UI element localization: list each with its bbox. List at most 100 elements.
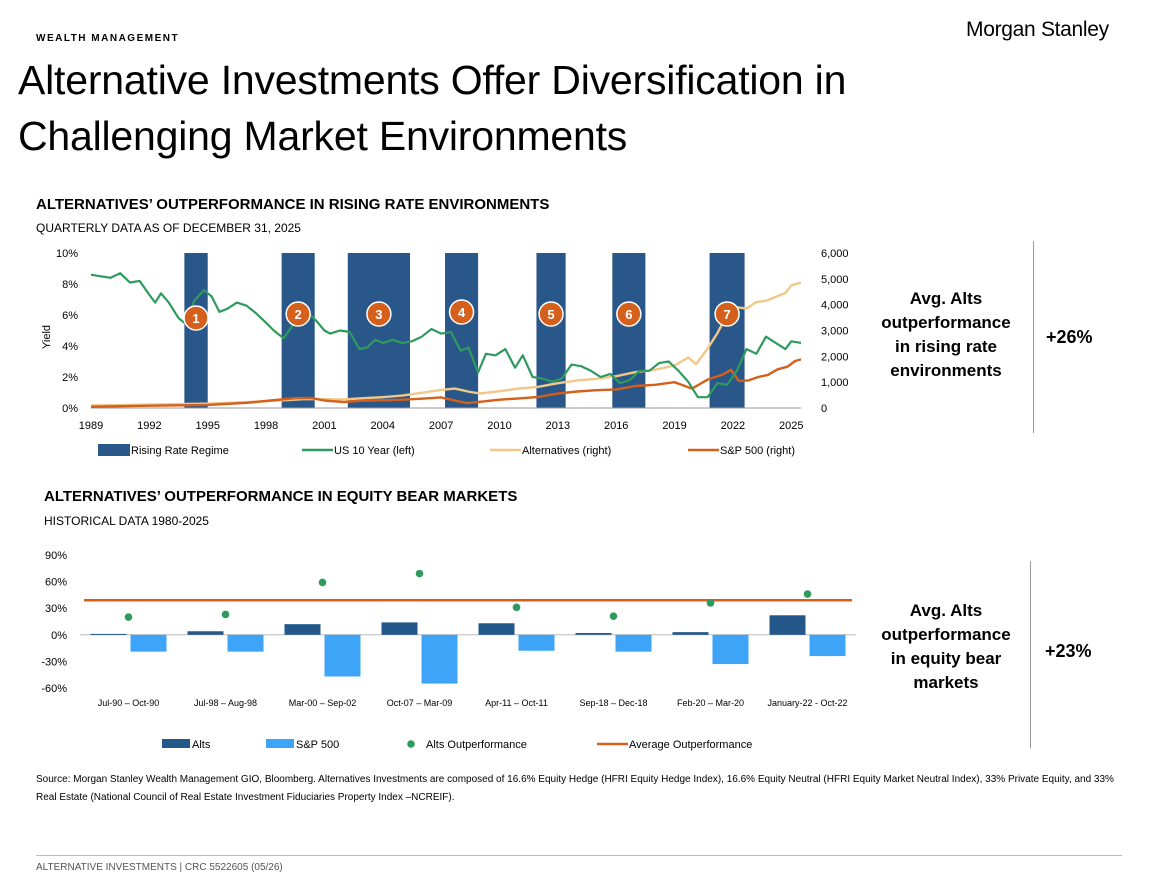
alts-outperformance-point — [318, 578, 327, 587]
regime-band-3 — [347, 253, 411, 408]
regime-band-4 — [445, 253, 479, 408]
alts-outperformance-point — [221, 610, 230, 619]
sp500-bar — [324, 634, 361, 677]
legend-swatch-regime — [98, 444, 130, 456]
legend-label: US 10 Year (left) — [334, 445, 415, 457]
series-line-0 — [90, 272, 802, 399]
series-line-1 — [90, 281, 802, 407]
rising-rate-chart: 0% 2% 4% 6% 8% 10% 0 1,000 2,000 3,000 4,000 5,000 6… — [41, 248, 849, 457]
regime-badge-4 — [448, 299, 475, 325]
category-label: Jul-90 – Oct-90 — [98, 698, 160, 708]
side-label-line: Avg. Alts — [909, 601, 983, 620]
alts-bar — [381, 622, 418, 635]
sp500-bar — [421, 634, 458, 684]
source-note: Source: Morgan Stanley Wealth Management… — [36, 774, 1114, 803]
side-label-line: outperformance — [881, 625, 1011, 644]
x-tick-label: 2007 — [429, 420, 453, 432]
category-label: January-22 - Oct-22 — [767, 698, 847, 708]
regime-badge-3 — [366, 301, 392, 327]
y-right-tick-label: 6,000 — [821, 248, 849, 260]
side-label-line: Avg. Alts — [909, 289, 983, 308]
category-label: Mar-00 – Sep-02 — [289, 698, 357, 708]
sp500-bar — [712, 634, 749, 665]
regime-badge-1 — [183, 305, 209, 331]
regime-badges: 1 2 3 4 5 6 7 — [183, 299, 740, 331]
alts-outperformance-point — [706, 599, 715, 607]
y-right-tick-label: 0 — [821, 403, 827, 415]
y-left-tick-label: 4% — [62, 341, 78, 353]
legend-label: Alts — [192, 739, 211, 751]
alts-outperformance-point — [415, 569, 424, 578]
category-label: Sep-18 – Dec-18 — [579, 698, 647, 708]
divider-line — [1033, 241, 1034, 433]
side-label-line: in rising rate — [894, 337, 998, 356]
alts-outperformance-point — [512, 603, 521, 612]
y-right-tick-label: 2,000 — [821, 351, 849, 363]
alts-bar — [284, 624, 321, 635]
bear-market-side-label: Avg. Alts outperformance in equity bear … — [866, 599, 1026, 695]
x-tick-label: 2010 — [487, 420, 511, 432]
y-tick-label: -30% — [41, 656, 67, 668]
legend-label: Rising Rate Regime — [131, 445, 229, 457]
x-tick-label: 2022 — [721, 420, 745, 432]
brand-logo: Morgan Stanley — [966, 18, 1109, 41]
legend-swatch-alts — [162, 739, 190, 748]
chart2-axes: -60% -30% 0% 30% 60% 90% Jul-90 – Oct-90 Jul-98… — [41, 550, 856, 708]
sp500-bar — [615, 634, 652, 652]
x-tick-label: 1995 — [195, 420, 219, 432]
category-label: Oct-07 – Mar-09 — [387, 698, 453, 708]
regime-band-7 — [709, 253, 745, 408]
y-tick-label: 30% — [45, 603, 67, 615]
regime-badge-label: 5 — [547, 307, 554, 322]
regime-badge-5 — [538, 301, 564, 327]
division-label: WEALTH MANAGEMENT — [36, 33, 180, 44]
page-title: Alternative Investments Offer Diversific… — [18, 52, 1018, 164]
bear-market-chart-subtitle: HISTORICAL DATA 1980-2025 — [44, 514, 209, 528]
legend-label: S&P 500 (right) — [720, 445, 795, 457]
legend-swatch-sp500 — [266, 739, 294, 748]
alts-bar — [769, 615, 806, 635]
alts-outperformance-point — [609, 612, 618, 620]
bear-market-chart-title: ALTERNATIVES’ OUTPERFORMANCE IN EQUITY B… — [44, 488, 518, 505]
x-tick-label: 2004 — [371, 420, 395, 432]
legend-label: Average Outperformance — [629, 739, 752, 751]
side-label-line: outperformance — [881, 313, 1011, 332]
chart2-bars — [90, 615, 846, 684]
legend-label: Alternatives (right) — [522, 445, 611, 457]
chart1-axes: 0% 2% 4% 6% 8% 10% 0 1,000 2,000 3,000 4,000 5,000 6… — [41, 248, 849, 432]
alts-bar — [187, 631, 224, 635]
regime-badge-label: 4 — [458, 305, 466, 320]
legend-label: Alts Outperformance — [426, 739, 527, 751]
x-tick-label: 2013 — [546, 420, 570, 432]
y-right-tick-label: 3,000 — [821, 326, 849, 338]
bear-market-outperformance-value: +23% — [1045, 641, 1092, 661]
category-label: Apr-11 – Oct-11 — [485, 698, 548, 708]
regime-badge-label: 6 — [625, 307, 632, 322]
regime-band-2 — [281, 253, 315, 408]
title-line-2: Challenging Market Environments — [18, 113, 628, 159]
divider-line — [1030, 561, 1031, 748]
y-left-tick-label: 10% — [56, 248, 78, 260]
y-tick-label: -60% — [41, 683, 67, 695]
alts-outperformance-point — [124, 613, 133, 621]
regime-badge-label: 1 — [192, 311, 199, 326]
chart2-markers — [84, 569, 852, 621]
side-label-line: in equity bear — [890, 649, 1002, 668]
sp500-bar — [518, 634, 555, 651]
regime-badge-label: 7 — [723, 307, 730, 322]
regime-badge-2 — [285, 301, 311, 327]
sp500-bar — [809, 634, 846, 657]
chart2-legend: Alts S&P 500 Alts Outperformance Average Ou… — [162, 739, 752, 751]
alts-bar — [90, 633, 127, 635]
y-left-tick-label: 0% — [62, 403, 78, 415]
sp500-bar — [130, 634, 167, 652]
regime-badge-7 — [714, 301, 740, 327]
chart1-series — [90, 272, 802, 408]
alts-outperformance-point — [803, 590, 812, 598]
y-tick-label: 0% — [51, 630, 67, 642]
footer-divider — [36, 855, 1122, 856]
y-right-tick-label: 5,000 — [821, 274, 849, 286]
title-line-1: Alternative Investments Offer Diversific… — [18, 57, 847, 103]
y-left-tick-label: 6% — [62, 310, 78, 322]
alts-bar — [672, 632, 709, 635]
